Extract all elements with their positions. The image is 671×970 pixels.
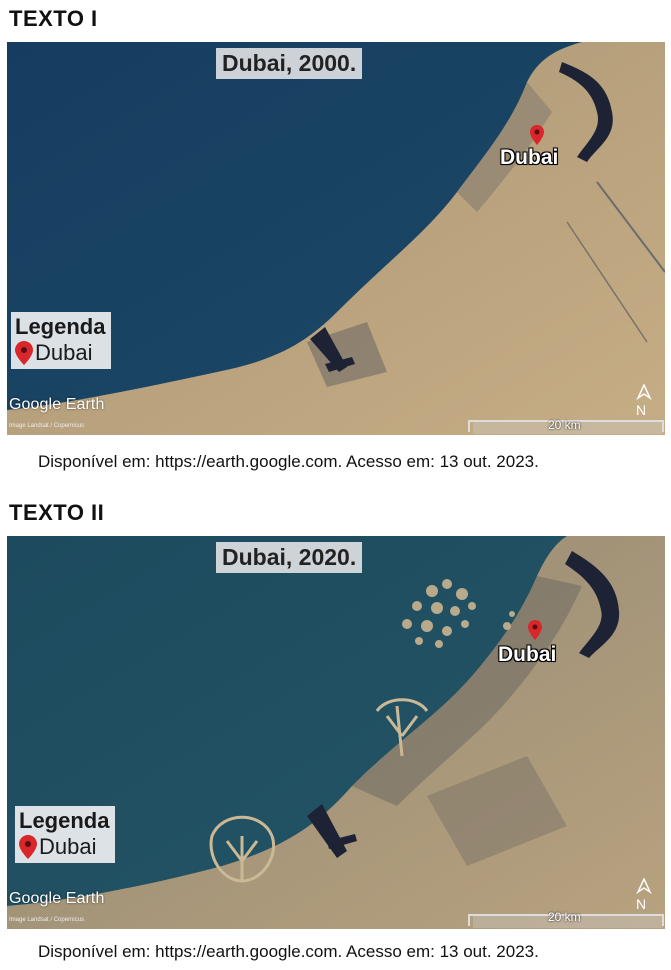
imagery-credit: Image Landsat / Copernicus (9, 423, 85, 429)
scale-label: 20 km (548, 910, 581, 924)
map-title-2000: Dubai, 2000. (216, 48, 363, 79)
north-arrow-icon (636, 878, 652, 895)
section-heading-texto-2: TEXTO II (9, 500, 105, 525)
map-pin-icon (19, 835, 37, 859)
map-pin-icon (15, 341, 33, 365)
map-title-2020: Dubai, 2020. (216, 542, 363, 573)
section-heading-texto-1: TEXTO I (9, 6, 98, 31)
city-label-dubai: Dubai (498, 643, 557, 666)
legend-title: Legenda (15, 314, 106, 339)
google-earth-logo: Google Earth (9, 396, 105, 413)
google-earth-logo: Google Earth (9, 890, 105, 907)
map-pin-icon (530, 125, 544, 145)
scale-bar (468, 914, 664, 926)
legend-box: Legenda Dubai (15, 806, 116, 863)
legend-item-label: Dubai (35, 340, 93, 365)
city-label-dubai: Dubai (500, 146, 559, 169)
north-label: N (636, 896, 647, 912)
north-label: N (636, 402, 647, 418)
north-arrow-icon (636, 384, 652, 401)
legend-item: Dubai (15, 340, 105, 366)
source-citation-2: Disponível em: https://earth.google.com.… (38, 942, 539, 961)
map-pin-icon (528, 620, 542, 640)
legend-title: Legenda (19, 808, 110, 833)
legend-box: Legenda Dubai (11, 312, 112, 369)
scale-bar (468, 420, 664, 432)
map-image-2020 (7, 536, 665, 929)
satellite-map-2000: Dubai, 2000. Dubai Legenda Dubai Google … (7, 42, 665, 435)
legend-item: Dubai (19, 834, 109, 860)
map-image-2000 (7, 42, 665, 435)
imagery-credit: Image Landsat / Copernicus (9, 917, 85, 923)
source-citation-1: Disponível em: https://earth.google.com.… (38, 452, 539, 471)
scale-label: 20 km (548, 418, 581, 432)
legend-item-label: Dubai (39, 834, 97, 859)
satellite-map-2020: Dubai, 2020. Dubai Legenda Dubai Google … (7, 536, 665, 929)
